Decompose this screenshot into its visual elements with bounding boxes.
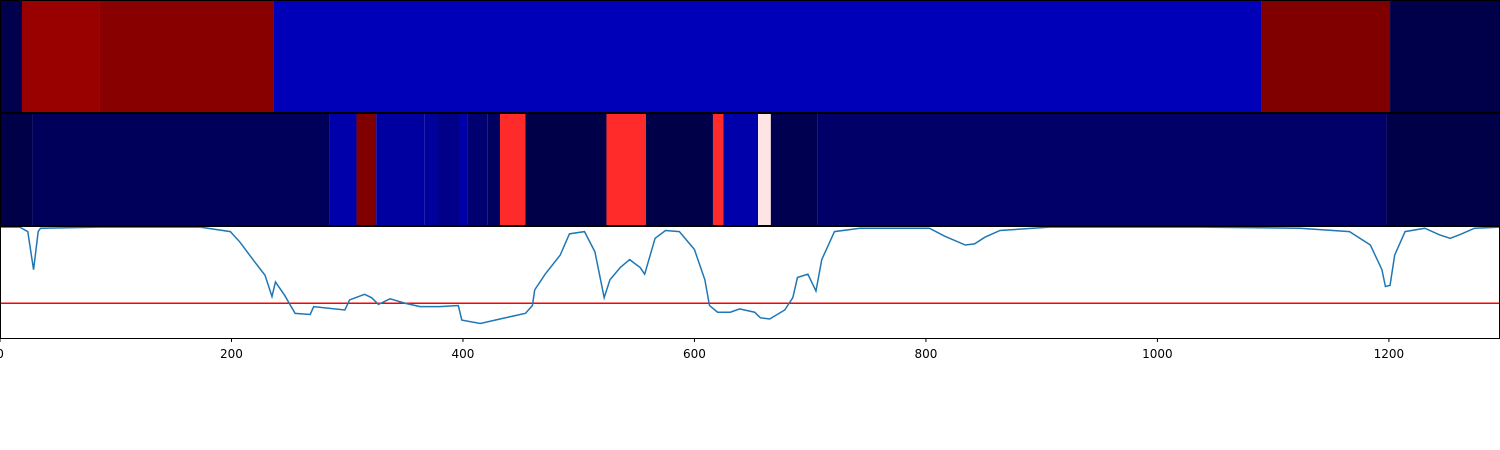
- heat-segment: [437, 113, 460, 225]
- x-tick-label: 1200: [1374, 347, 1405, 361]
- heat-segment: [273, 0, 1262, 112]
- x-tick-label: 600: [683, 347, 706, 361]
- heat-segment: [21, 0, 100, 112]
- heat-segment: [645, 113, 713, 225]
- heat-segment: [459, 113, 468, 225]
- heat-segment: [723, 113, 759, 225]
- heat-segment: [1386, 113, 1500, 225]
- x-tick-label: 200: [220, 347, 243, 361]
- heat-segment: [500, 113, 526, 225]
- heat-segment: [606, 113, 646, 225]
- heat-segment: [770, 113, 818, 225]
- signal-line: [0, 226, 1500, 325]
- heat-segment: [0, 113, 33, 225]
- x-tick-label: 400: [452, 347, 475, 361]
- heat-segment: [487, 113, 500, 225]
- x-tick-label: 0: [0, 347, 4, 361]
- heat-segment: [1261, 0, 1391, 112]
- x-tick-label: 800: [914, 347, 937, 361]
- heat-segment: [817, 113, 1387, 225]
- heat-segment: [467, 113, 488, 225]
- panel-frame: [0, 226, 1500, 339]
- heat-segment: [424, 113, 438, 225]
- heat-segment: [329, 113, 357, 225]
- heat-segment: [525, 113, 607, 225]
- heat-segment: [758, 113, 771, 225]
- heat-segment: [356, 113, 377, 225]
- heat-segment: [712, 113, 724, 225]
- heat-segment: [99, 0, 274, 112]
- heat-segment: [32, 113, 330, 225]
- heat-segment: [376, 113, 425, 225]
- heat-segment: [1390, 0, 1500, 112]
- x-tick-label: 1000: [1142, 347, 1173, 361]
- heat-segment: [0, 0, 22, 112]
